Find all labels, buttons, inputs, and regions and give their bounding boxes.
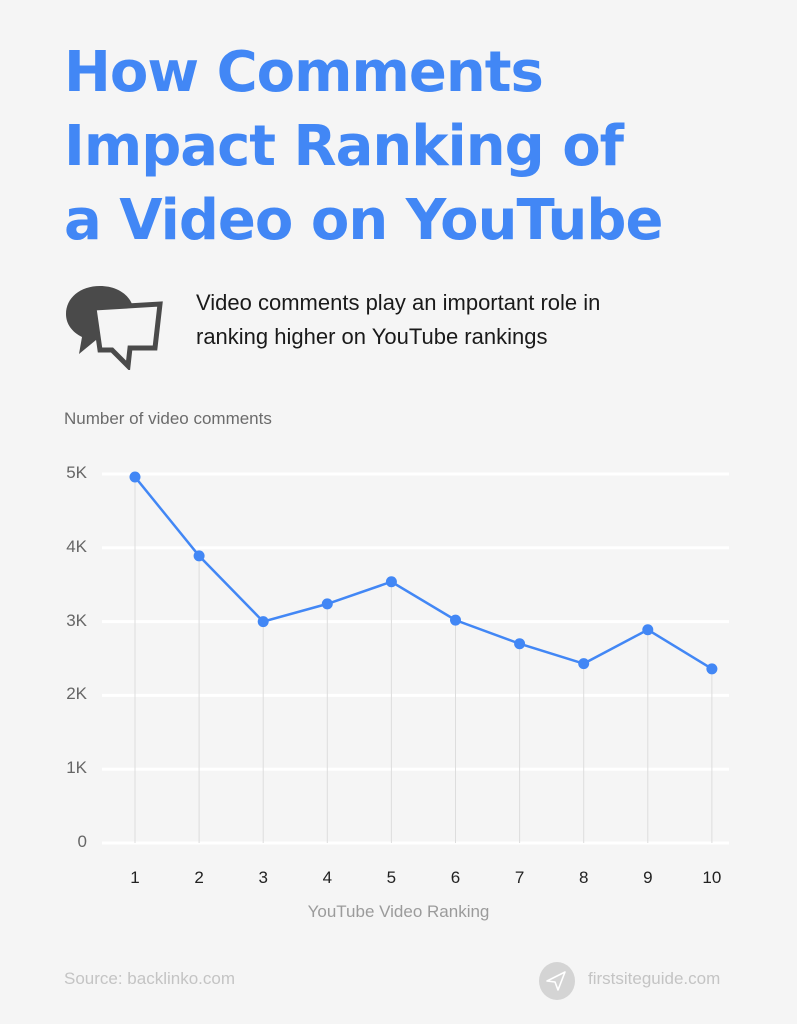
data-point: [129, 471, 141, 483]
title-line-3: a Video on YouTube: [64, 188, 663, 253]
x-tick-label: 9: [643, 868, 653, 887]
x-tick-label: 3: [258, 868, 268, 887]
source-credit: Source: backlinko.com: [64, 969, 236, 988]
x-tick-label: 2: [194, 868, 204, 887]
title-line-1: How Comments: [64, 40, 544, 105]
speech-bubbles-icon: [66, 286, 163, 370]
page-title: How Comments Impact Ranking of a Video o…: [64, 36, 764, 258]
subtitle-line-1: Video comments play an important role in: [196, 290, 601, 315]
x-tick-label: 5: [386, 868, 397, 887]
y-tick-label: 0: [77, 832, 87, 851]
y-tick-label: 1K: [66, 758, 87, 778]
x-axis-title: YouTube Video Ranking: [307, 902, 490, 921]
data-point: [385, 576, 397, 588]
title-line-2: Impact Ranking of: [64, 114, 624, 179]
data-line: [134, 476, 713, 670]
y-tick-label: 5K: [66, 463, 87, 482]
y-tick-label: 2K: [66, 684, 87, 704]
x-tick-label: 4: [322, 868, 333, 887]
y-tick-label: 4K: [66, 536, 87, 556]
data-point: [578, 658, 590, 670]
subtitle-line-2: ranking higher on YouTube rankings: [196, 324, 548, 349]
data-point: [321, 598, 333, 610]
x-tick-label: 6: [450, 868, 461, 887]
x-tick-label: 1: [130, 868, 140, 887]
y-tick-label: 3K: [66, 610, 87, 630]
data-point: [642, 624, 654, 636]
data-point: [257, 616, 269, 628]
data-point: [193, 550, 205, 562]
brand-name: firstsiteguide.com: [588, 969, 721, 988]
paper-plane-icon: [539, 962, 575, 1000]
x-tick-label: 7: [514, 868, 525, 887]
data-point: [706, 663, 718, 675]
x-tick-label: 10: [702, 868, 722, 887]
y-axis-title: Number of video comments: [64, 409, 272, 428]
subtitle: Video comments play an important role in…: [196, 286, 716, 354]
data-point: [514, 638, 526, 650]
x-tick-label: 8: [578, 868, 589, 887]
data-point: [450, 614, 461, 626]
